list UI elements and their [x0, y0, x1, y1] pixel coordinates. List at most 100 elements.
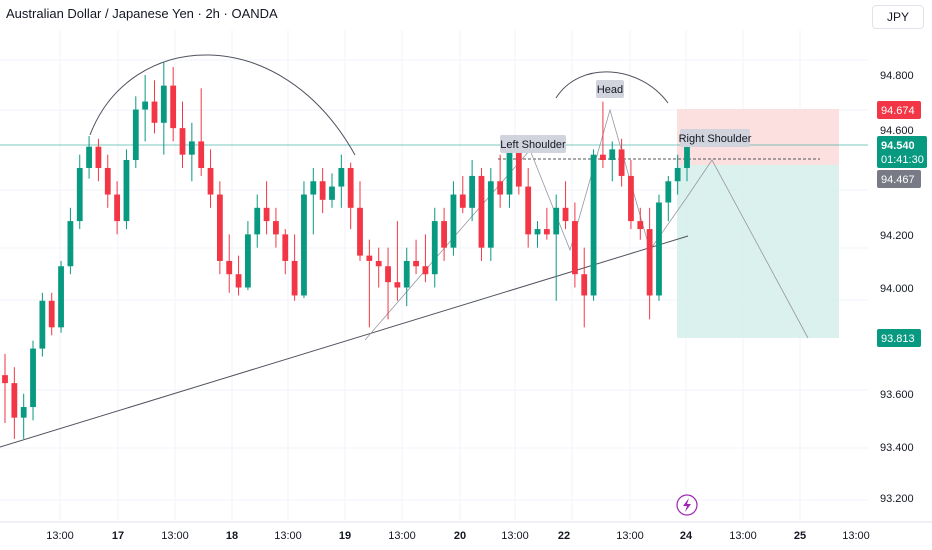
candle: [609, 141, 616, 182]
lightning-icon[interactable]: [676, 494, 698, 516]
candle-body: [581, 274, 588, 296]
candle-body: [226, 260, 233, 275]
candle-body: [506, 149, 513, 195]
candle-body: [263, 207, 270, 222]
candle: [263, 181, 270, 235]
svg-text:18: 18: [226, 530, 238, 542]
candle-body: [207, 167, 214, 195]
candle: [543, 207, 550, 240]
svg-text:25: 25: [794, 530, 806, 542]
candle-body: [114, 194, 121, 222]
svg-text:13:00: 13:00: [388, 530, 416, 542]
candle: [665, 175, 672, 222]
candle: [469, 160, 476, 222]
candle: [235, 255, 242, 296]
candle: [282, 229, 289, 275]
candle: [618, 138, 625, 187]
candle: [39, 292, 46, 357]
take-profit-zone[interactable]: [677, 165, 839, 338]
price-axis[interactable]: 94.800 94.600 94.200 94.000 93.600 93.40…: [880, 70, 914, 505]
left-shoulder-label[interactable]: Left Shoulder: [500, 135, 566, 153]
candle: [581, 247, 588, 328]
candle-body: [431, 221, 438, 275]
candle-body: [188, 141, 195, 155]
symbol-title[interactable]: Australian Dollar / Japanese Yen · 2h · …: [6, 6, 278, 21]
candle: [459, 175, 466, 214]
candle: [319, 167, 326, 214]
candle: [338, 154, 345, 208]
candle-body: [76, 167, 83, 222]
countdown-timer: 01:41:30: [881, 154, 924, 166]
candle-body: [151, 101, 158, 123]
candle-body: [2, 375, 8, 384]
candle: [478, 167, 485, 261]
time-axis[interactable]: 13:00 17 13:00 18 13:00 19 13:00 20 13:0…: [0, 521, 932, 542]
candle: [628, 160, 634, 230]
svg-text:13:00: 13:00: [161, 530, 189, 542]
svg-text:94.600: 94.600: [880, 125, 914, 137]
candle: [600, 101, 606, 168]
candle-body: [48, 300, 55, 328]
svg-text:13:00: 13:00: [729, 530, 757, 542]
candle-body: [123, 160, 130, 222]
entry-price-tag: 94.467: [877, 170, 921, 188]
svg-text:19: 19: [339, 530, 351, 542]
svg-text:94.200: 94.200: [880, 230, 914, 242]
candle-body: [254, 207, 261, 235]
candle-body: [39, 300, 46, 349]
candle-body: [291, 260, 298, 296]
candle-body: [534, 229, 541, 235]
candle-body: [450, 194, 457, 248]
candle-body: [646, 229, 653, 296]
candle-body: [375, 260, 382, 267]
svg-text:13:00: 13:00: [616, 530, 644, 542]
candle: [30, 340, 36, 421]
candle: [656, 194, 662, 301]
candle-body: [310, 181, 317, 195]
candle: [179, 101, 186, 168]
candle-body: [459, 194, 466, 208]
current-price-tag: 94.540 01:41:30: [877, 136, 927, 168]
candle-body: [347, 167, 354, 208]
candle: [216, 181, 223, 275]
svg-text:Head: Head: [597, 84, 623, 96]
candle: [450, 181, 457, 256]
svg-text:22: 22: [558, 530, 570, 542]
candle: [245, 221, 251, 291]
candle-body: [357, 207, 363, 256]
candle: [123, 149, 130, 230]
candle: [114, 181, 121, 235]
candle: [646, 207, 653, 320]
candle: [562, 181, 569, 230]
candle-body: [273, 221, 279, 235]
candle-body: [403, 260, 410, 288]
candle-body: [571, 221, 578, 275]
left-arc: [89, 54, 356, 156]
svg-text:94.800: 94.800: [880, 70, 914, 82]
candle: [637, 207, 644, 240]
candle-body: [329, 186, 335, 200]
candle: [11, 367, 18, 439]
currency-selector[interactable]: JPY: [872, 5, 924, 29]
candle: [48, 292, 55, 336]
svg-text:93.400: 93.400: [880, 442, 914, 454]
candle: [525, 167, 532, 248]
candle: [413, 239, 419, 275]
candle: [329, 173, 335, 208]
candle-body: [515, 149, 522, 187]
candle: [207, 149, 214, 208]
candle-body: [441, 221, 447, 248]
candle: [95, 138, 102, 182]
candle-body: [656, 202, 662, 296]
candle-body: [11, 383, 18, 418]
head-label[interactable]: Head: [596, 80, 624, 98]
svg-text:Left Shoulder: Left Shoulder: [500, 139, 566, 151]
candle: [534, 221, 541, 248]
right-shoulder-label[interactable]: Right Shoulder: [679, 129, 752, 147]
svg-text:17: 17: [112, 530, 124, 542]
candle: [67, 207, 74, 275]
candle-body: [179, 128, 186, 155]
candle: [86, 136, 92, 179]
trendline[interactable]: [0, 235, 689, 448]
